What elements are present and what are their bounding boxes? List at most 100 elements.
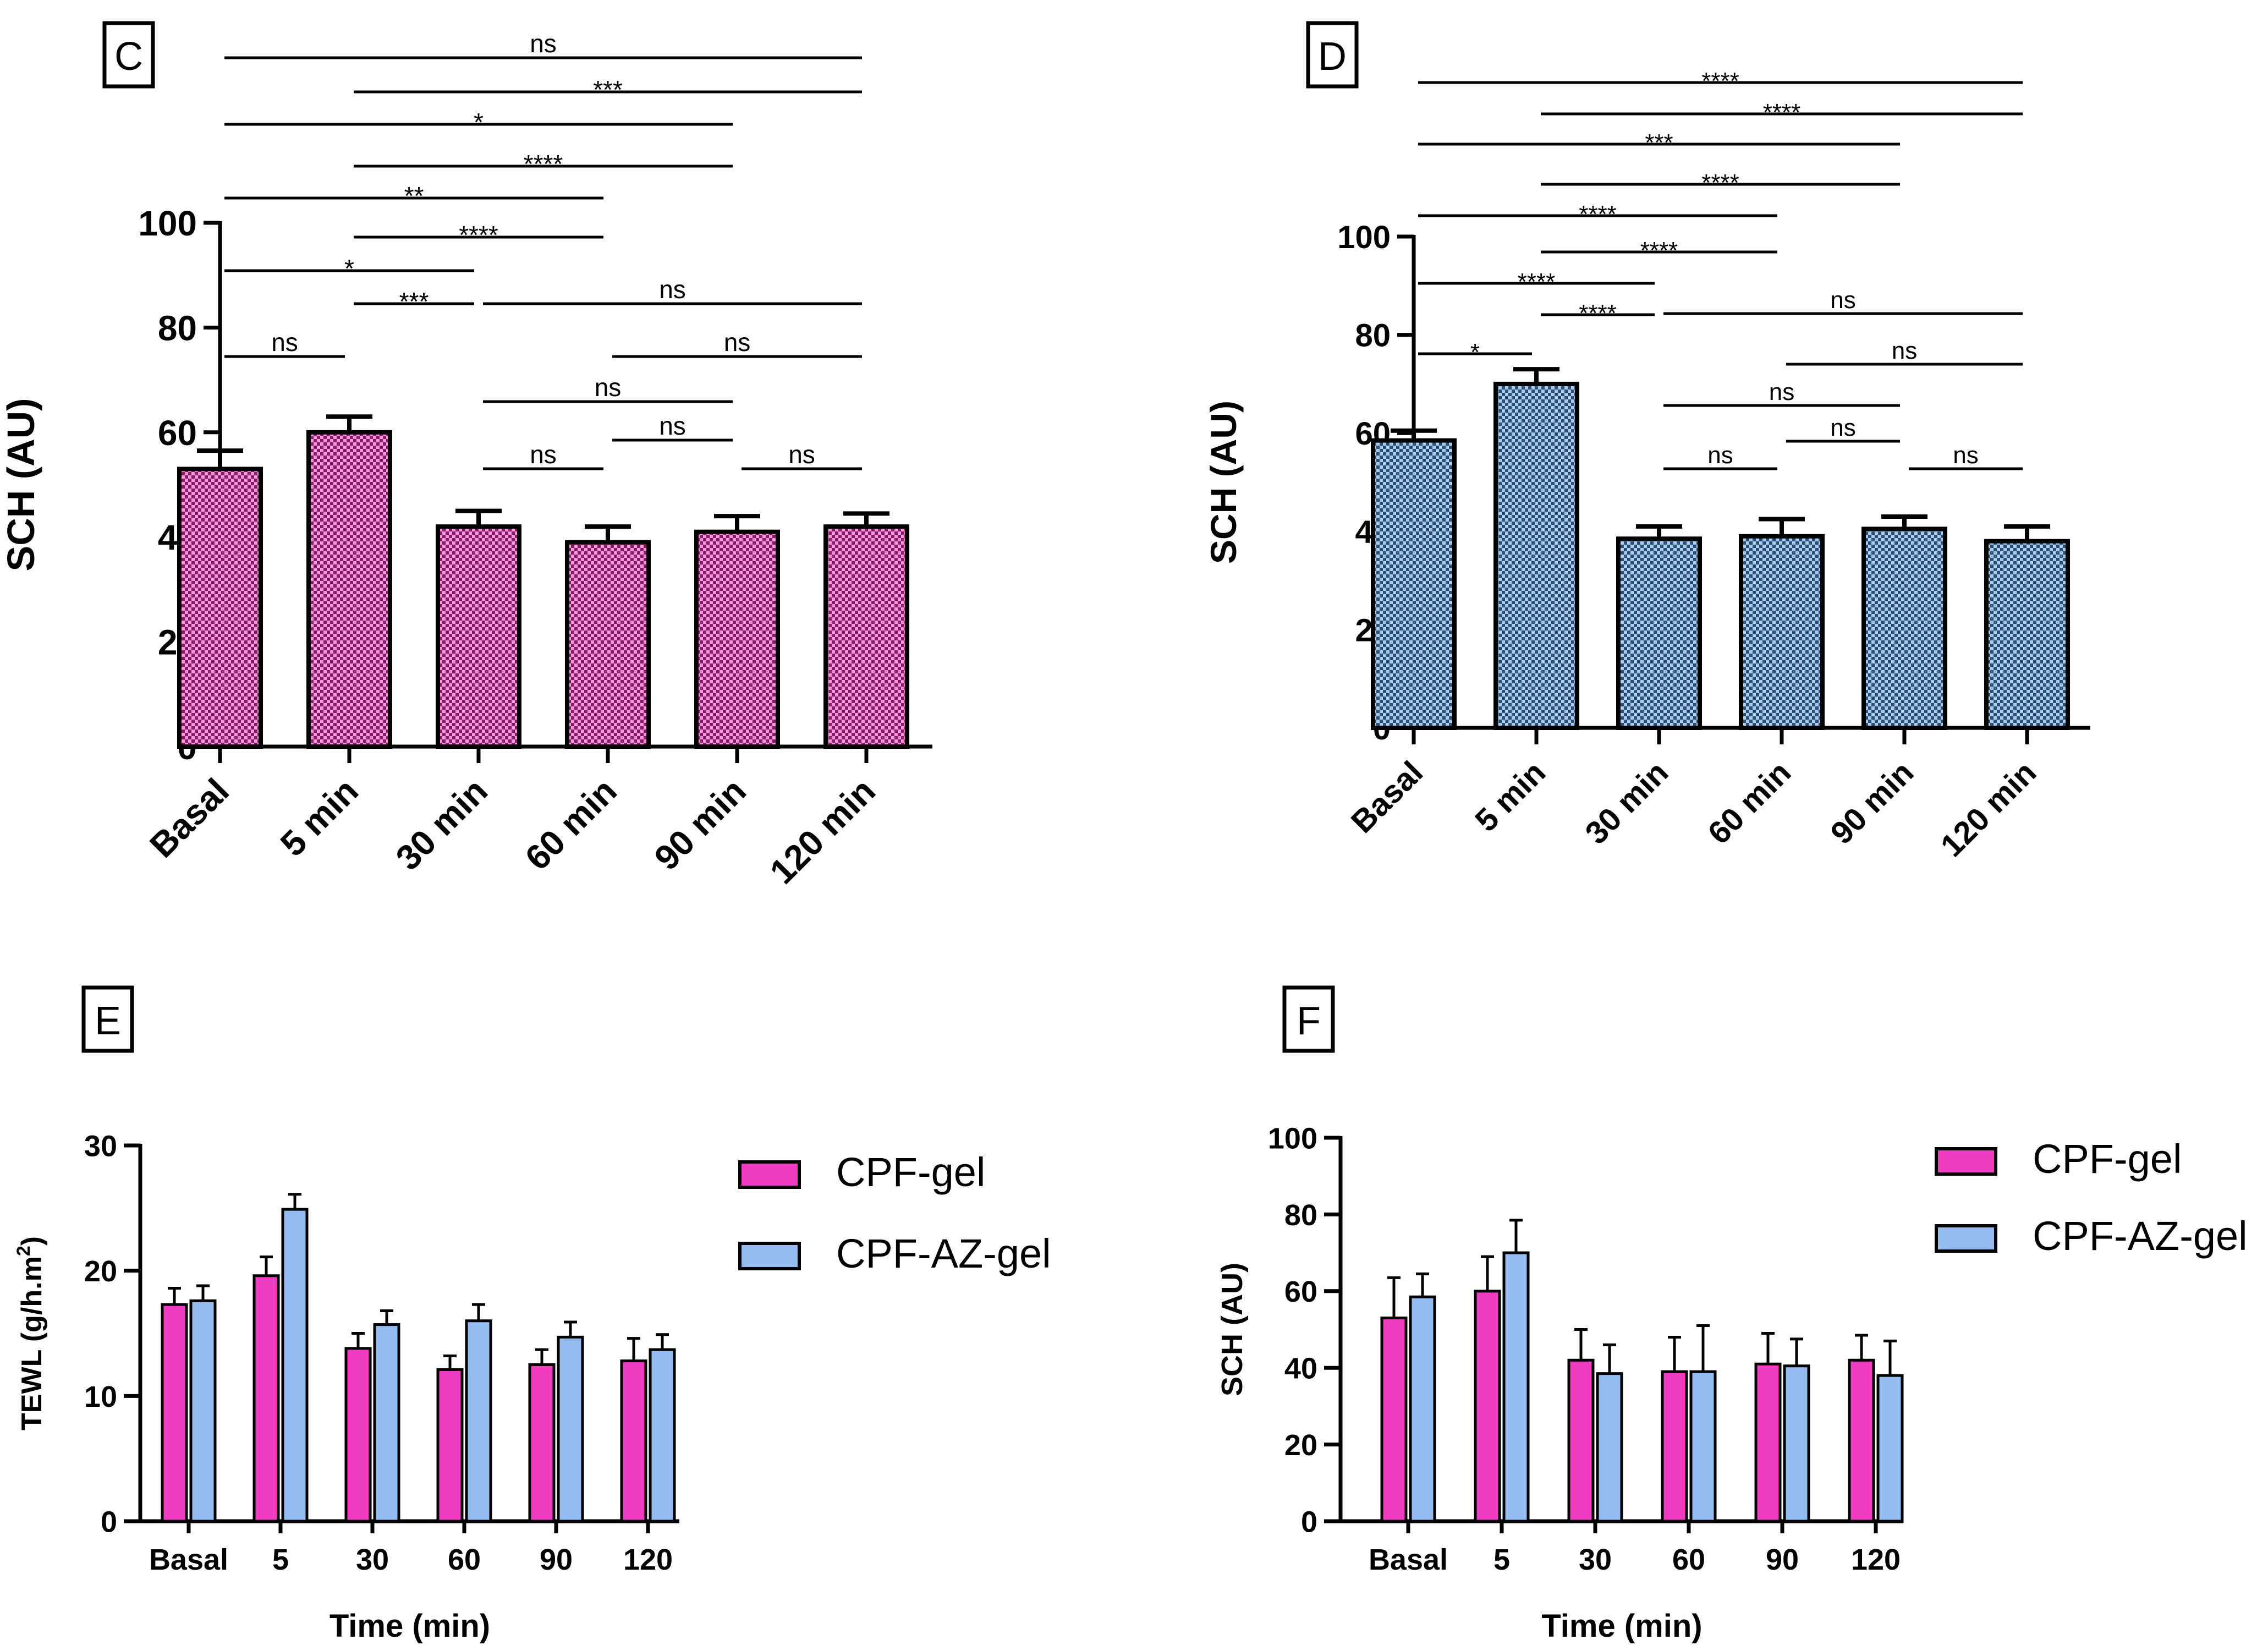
x-tick-label: 30 [356, 1543, 389, 1576]
significance-label: ns [659, 412, 686, 440]
x-tick-label: 60 [448, 1543, 481, 1576]
significance-label: **** [1701, 68, 1739, 95]
x-tick-label: 5 [272, 1543, 289, 1576]
x-tick-label: 5 [1493, 1543, 1510, 1576]
panel-label-box [1282, 985, 1335, 1053]
legend: CPF-gel CPF-AZ-gel [1935, 1136, 2248, 1259]
bar-cpf-gel-60 [1661, 1370, 1688, 1523]
y-axis-title-text: TEWL (g/h.m [16, 1256, 48, 1430]
y-axis-title: SCH (AU) [0, 398, 42, 572]
bar-cpf-gel-120 [620, 1359, 647, 1523]
y-axis-title: TEWL (g/h.m2) [13, 1236, 48, 1430]
x-tick-label: Basal [149, 1543, 228, 1576]
bar-30-min [1616, 536, 1702, 730]
x-tick-label: 90 [1766, 1543, 1799, 1576]
significance-label: **** [1701, 169, 1739, 196]
significance-label: ns [530, 29, 557, 58]
y-tick-label: 0 [1301, 1505, 1317, 1538]
panel-label: C [114, 35, 143, 79]
bar-cpf-az-gel-30 [1596, 1372, 1623, 1523]
legend-label: CPF-AZ-gel [836, 1231, 1051, 1276]
y-tick-label: 60 [158, 413, 197, 453]
significance-label: **** [459, 221, 498, 249]
x-tick-label: Basal [1344, 754, 1430, 840]
bar-cpf-gel-90 [1754, 1362, 1782, 1523]
x-tick-label: 90 [540, 1543, 573, 1576]
x-tick-label: 60 min [1701, 754, 1798, 851]
x-tick-label: 120 [1851, 1543, 1901, 1576]
significance-label: ns [659, 275, 686, 304]
chart-panel-e: E 0 10 20 30 TEWL (g/h.m2) Basal 5 30 60 90 120 Time… [13, 985, 1051, 1644]
panel-label: F [1297, 999, 1321, 1043]
bar-120-min [1984, 539, 2070, 730]
panel-label-box [1306, 21, 1359, 89]
bar-cpf-gel-60 [436, 1368, 464, 1523]
significance-label: * [474, 108, 484, 136]
significance-label: * [344, 254, 354, 283]
bar-cpf-az-gel-basal [1409, 1295, 1436, 1523]
y-tick-label: 0 [101, 1505, 117, 1538]
significance-label: **** [1763, 99, 1801, 126]
bar-cpf-az-gel-basal [189, 1299, 217, 1523]
bar-cpf-az-gel-5 [1502, 1251, 1530, 1523]
x-axis-title: Time (min) [330, 1608, 490, 1644]
x-tick-label: 120 [623, 1543, 673, 1576]
significance-label: * [1470, 339, 1480, 366]
legend-swatch-cpf-az-gel [738, 1242, 801, 1270]
significance-label: **** [1640, 237, 1678, 264]
y-tick-label: 30 [84, 1129, 117, 1163]
bar-30-min [436, 524, 521, 749]
bar-cpf-gel-basal [1380, 1317, 1408, 1523]
significance-label: *** [399, 287, 429, 316]
x-tick-label: 90 min [1824, 754, 1920, 851]
x-tick-label: 30 min [388, 771, 495, 878]
significance-label: ns [1707, 442, 1733, 469]
bar-cpf-gel-30 [344, 1347, 372, 1523]
bar-60-min [1739, 534, 1825, 730]
y-tick-label: 40 [1284, 1352, 1317, 1385]
bar-cpf-az-gel-120 [649, 1348, 676, 1523]
bar-5-min [1493, 381, 1579, 730]
bar-cpf-gel-30 [1567, 1358, 1595, 1523]
y-tick-label: 20 [84, 1255, 117, 1288]
bar-90-min [694, 529, 780, 749]
legend: CPF-gel CPF-AZ-gel [738, 1149, 1051, 1276]
x-tick-label: 30 [1579, 1543, 1612, 1576]
bar-cpf-gel-5 [252, 1274, 280, 1523]
y-tick-label: 100 [1268, 1122, 1317, 1155]
y-axis-title-end: ) [16, 1236, 48, 1246]
bar-cpf-az-gel-120 [1876, 1374, 1904, 1523]
significance-label: ** [404, 182, 424, 210]
x-tick-label: 5 min [1468, 754, 1552, 838]
legend-label: CPF-gel [2033, 1136, 2182, 1182]
bar-basal [177, 467, 263, 749]
x-tick-label: 120 min [762, 771, 882, 891]
x-axis-title: Time (min) [1541, 1608, 1702, 1644]
bar-cpf-az-gel-5 [281, 1208, 309, 1523]
panel-label-box [102, 21, 155, 89]
bar-cpf-az-gel-60 [1689, 1370, 1717, 1523]
significance-label: **** [1579, 201, 1617, 228]
significance-label: ns [530, 440, 557, 469]
bar-cpf-gel-120 [1848, 1358, 1875, 1523]
x-tick-label: Basal [1369, 1543, 1448, 1576]
bar-cpf-gel-basal [161, 1303, 188, 1523]
x-tick-label: 60 [1672, 1543, 1705, 1576]
y-axis-title-superscript: 2 [13, 1246, 34, 1256]
significance-label: ns [271, 328, 298, 357]
bar-120-min [823, 524, 909, 749]
y-tick-label: 20 [1284, 1429, 1317, 1462]
y-tick-label: 100 [1337, 220, 1391, 255]
y-axis-title-text: SCH (AU) [0, 398, 42, 572]
bar-cpf-gel-90 [528, 1363, 556, 1523]
y-axis-title: SCH (AU) [1216, 1263, 1249, 1396]
y-axis-title-text: SCH (AU) [1216, 1263, 1249, 1396]
panel-label-box [81, 985, 134, 1053]
panel-label: E [95, 999, 121, 1043]
legend-swatch-cpf-gel [738, 1160, 801, 1189]
bar-cpf-gel-5 [1474, 1290, 1501, 1523]
significance-label: *** [1645, 129, 1673, 156]
x-tick-label: 120 min [1934, 754, 2043, 864]
bar-cpf-az-gel-90 [1783, 1364, 1810, 1523]
